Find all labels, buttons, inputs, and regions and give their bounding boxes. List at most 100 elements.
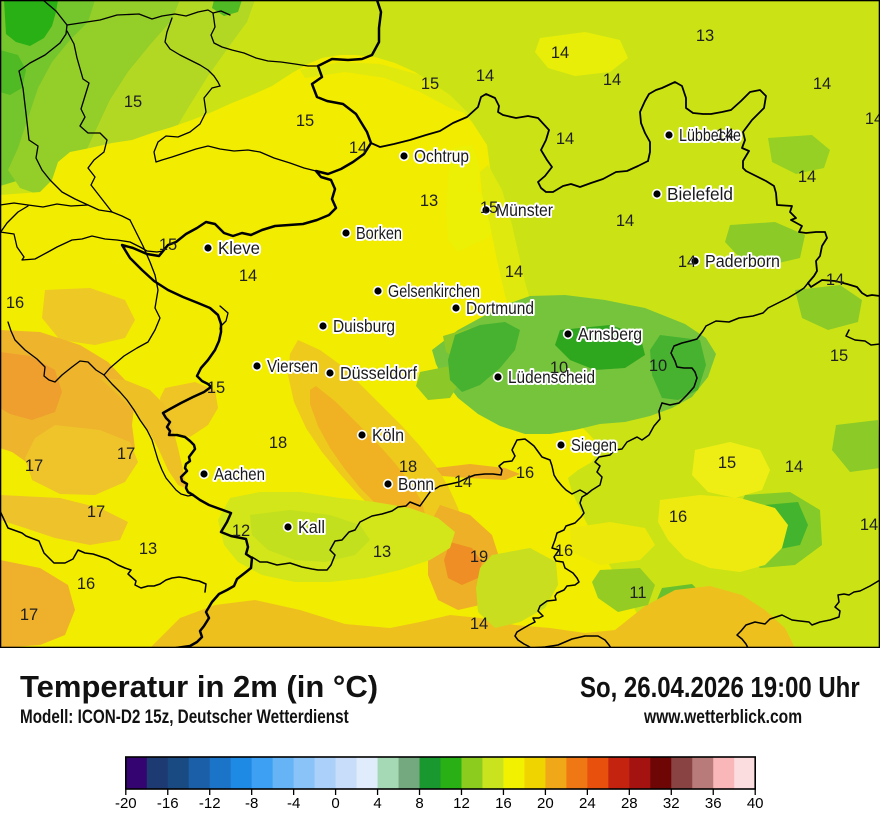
svg-text:-12: -12 <box>199 795 221 812</box>
svg-text:16: 16 <box>669 508 687 526</box>
svg-text:Paderborn: Paderborn <box>705 251 780 271</box>
svg-text:28: 28 <box>621 795 638 812</box>
svg-text:16: 16 <box>555 542 573 560</box>
svg-text:14: 14 <box>813 75 831 93</box>
svg-text:Münster: Münster <box>496 200 553 220</box>
svg-text:14: 14 <box>349 139 367 157</box>
svg-text:18: 18 <box>399 458 417 476</box>
svg-text:Aachen: Aachen <box>214 464 265 484</box>
svg-text:8: 8 <box>415 795 423 812</box>
svg-text:14: 14 <box>603 71 621 89</box>
svg-text:Bonn: Bonn <box>398 474 434 494</box>
svg-text:17: 17 <box>20 606 38 624</box>
svg-text:11: 11 <box>629 584 646 602</box>
svg-text:24: 24 <box>579 795 596 812</box>
svg-text:15: 15 <box>480 199 498 217</box>
svg-text:14: 14 <box>865 110 880 128</box>
svg-text:15: 15 <box>421 75 439 93</box>
svg-text:Viersen: Viersen <box>267 356 318 376</box>
svg-text:10: 10 <box>550 359 568 377</box>
svg-text:Kleve: Kleve <box>218 238 260 258</box>
svg-text:Borken: Borken <box>356 223 402 243</box>
svg-text:15: 15 <box>718 454 736 472</box>
svg-text:Kall: Kall <box>298 517 325 537</box>
svg-text:14: 14 <box>860 516 878 534</box>
svg-text:15: 15 <box>159 236 177 254</box>
svg-text:Viersen: Viersen <box>267 356 318 376</box>
svg-text:14: 14 <box>551 44 569 62</box>
svg-text:16: 16 <box>516 464 534 482</box>
svg-text:Dortmund: Dortmund <box>466 298 534 318</box>
svg-text:19: 19 <box>470 548 488 566</box>
svg-text:14: 14 <box>716 126 734 144</box>
svg-text:15: 15 <box>830 347 848 365</box>
svg-text:Siegen: Siegen <box>571 435 617 455</box>
svg-text:18: 18 <box>269 434 287 452</box>
svg-text:12: 12 <box>453 795 470 812</box>
svg-text:13: 13 <box>139 540 157 558</box>
svg-text:-20: -20 <box>115 795 137 812</box>
svg-text:Bielefeld: Bielefeld <box>667 184 733 204</box>
svg-text:Lüdenscheid: Lüdenscheid <box>508 367 595 387</box>
svg-text:14: 14 <box>505 263 523 281</box>
svg-text:10: 10 <box>649 357 667 375</box>
svg-text:Düsseldorf: Düsseldorf <box>340 363 417 383</box>
svg-text:16: 16 <box>495 795 512 812</box>
svg-text:14: 14 <box>239 267 257 285</box>
svg-text:14: 14 <box>556 130 574 148</box>
svg-text:17: 17 <box>87 503 105 521</box>
svg-text:Arnsberg: Arnsberg <box>578 324 642 344</box>
svg-text:40: 40 <box>747 795 764 812</box>
svg-text:Siegen: Siegen <box>571 435 617 455</box>
svg-text:15: 15 <box>207 379 225 397</box>
svg-text:12: 12 <box>232 522 250 540</box>
svg-text:15: 15 <box>124 93 142 111</box>
svg-text:Köln: Köln <box>372 425 404 445</box>
svg-text:13: 13 <box>373 543 391 561</box>
svg-text:Borken: Borken <box>356 223 402 243</box>
svg-text:36: 36 <box>705 795 722 812</box>
svg-text:14: 14 <box>798 168 816 186</box>
svg-text:Kleve: Kleve <box>218 238 260 258</box>
svg-text:13: 13 <box>696 27 714 45</box>
svg-text:-16: -16 <box>157 795 179 812</box>
svg-text:14: 14 <box>616 212 634 230</box>
svg-text:17: 17 <box>25 457 43 475</box>
svg-text:Paderborn: Paderborn <box>705 251 780 271</box>
svg-text:Arnsberg: Arnsberg <box>578 324 642 344</box>
svg-text:17: 17 <box>117 445 135 463</box>
svg-text:13: 13 <box>420 192 438 210</box>
svg-text:Ochtrup: Ochtrup <box>414 146 469 166</box>
svg-text:14: 14 <box>476 67 494 85</box>
svg-text:14: 14 <box>454 473 472 491</box>
svg-text:Bonn: Bonn <box>398 474 434 494</box>
svg-text:Lübbecke: Lübbecke <box>679 125 741 145</box>
svg-text:20: 20 <box>537 795 554 812</box>
svg-text:14: 14 <box>470 615 488 633</box>
svg-text:-4: -4 <box>287 795 300 812</box>
svg-text:15: 15 <box>296 112 314 130</box>
svg-text:32: 32 <box>663 795 680 812</box>
svg-text:Düsseldorf: Düsseldorf <box>340 363 417 383</box>
svg-text:Münster: Münster <box>496 200 553 220</box>
svg-text:Bielefeld: Bielefeld <box>667 184 733 204</box>
svg-text:4: 4 <box>373 795 381 812</box>
svg-text:Köln: Köln <box>372 425 404 445</box>
svg-text:Lüdenscheid: Lüdenscheid <box>508 367 595 387</box>
svg-text:Gelsenkirchen: Gelsenkirchen <box>388 281 480 301</box>
svg-text:16: 16 <box>77 575 95 593</box>
svg-text:Lübbecke: Lübbecke <box>679 125 741 145</box>
svg-text:Aachen: Aachen <box>214 464 265 484</box>
svg-text:14: 14 <box>678 253 696 271</box>
svg-text:Duisburg: Duisburg <box>333 316 395 336</box>
svg-text:Kall: Kall <box>298 517 325 537</box>
svg-text:Dortmund: Dortmund <box>466 298 534 318</box>
svg-text:Gelsenkirchen: Gelsenkirchen <box>388 281 480 301</box>
svg-text:14: 14 <box>785 458 803 476</box>
svg-text:0: 0 <box>331 795 339 812</box>
svg-text:-8: -8 <box>245 795 258 812</box>
svg-text:Duisburg: Duisburg <box>333 316 395 336</box>
svg-text:Ochtrup: Ochtrup <box>414 146 469 166</box>
svg-text:14: 14 <box>826 271 844 289</box>
svg-text:16: 16 <box>6 294 24 312</box>
